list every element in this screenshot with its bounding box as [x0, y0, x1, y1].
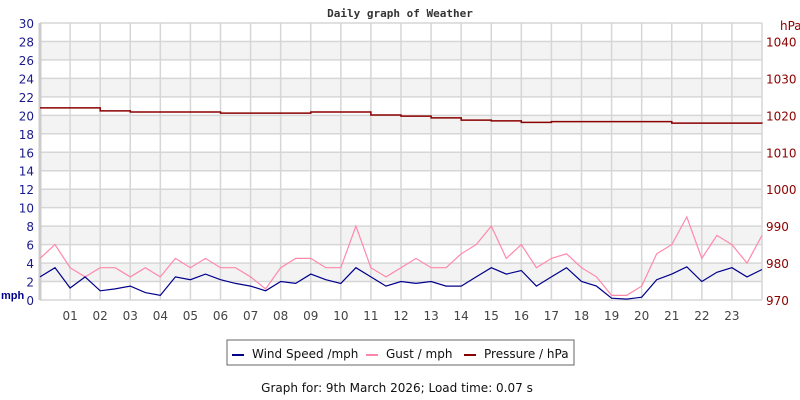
x-tick-label: 10 — [333, 309, 348, 323]
right-tick-label: 990 — [766, 220, 789, 234]
x-tick-label: 21 — [664, 309, 679, 323]
legend-pressure: Pressure / hPa — [484, 347, 569, 361]
left-tick-label: 8 — [26, 220, 34, 234]
legend: Wind Speed /mph Gust / mph Pressure / hP… — [226, 339, 575, 366]
right-tick-label: 1020 — [766, 109, 797, 123]
x-tick-label: 01 — [62, 309, 77, 323]
footer-text: Graph for: 9th March 2026; Load time: 0.… — [261, 381, 533, 395]
left-tick-label: 28 — [19, 35, 34, 49]
left-tick-label: 14 — [19, 165, 34, 179]
x-tick-label: 12 — [393, 309, 408, 323]
right-tick-label: 970 — [766, 294, 789, 308]
chart-title: Daily graph of Weather — [327, 7, 473, 20]
right-tick-label: 1030 — [766, 72, 797, 86]
x-tick-label: 11 — [363, 309, 378, 323]
right-tick-label: 1040 — [766, 35, 797, 49]
left-tick-label: 4 — [26, 257, 34, 271]
wind-speed-line — [39, 266, 763, 300]
legend-box — [226, 339, 575, 366]
x-tick-label: 07 — [243, 309, 258, 323]
left-tick-label: 6 — [26, 239, 34, 253]
left-tick-label: 16 — [19, 146, 34, 160]
left-tick-label: 26 — [19, 54, 34, 68]
gridlines — [38, 22, 763, 301]
x-tick-label: 04 — [153, 309, 168, 323]
left-tick-label: 10 — [19, 202, 34, 216]
left-tick-label: 2 — [26, 276, 34, 290]
left-tick-label: 18 — [19, 128, 34, 142]
x-tick-label: 16 — [514, 309, 529, 323]
x-axis-ticks: 01 02 03 04 05 06 07 08 09 10 11 12 13 14 15 16 17 18 19 20… — [62, 309, 739, 323]
x-tick-label: 09 — [303, 309, 318, 323]
x-tick-label: 20 — [634, 309, 649, 323]
right-tick-label: 1000 — [766, 183, 797, 197]
x-tick-label: 06 — [213, 309, 228, 323]
x-tick-label: 14 — [454, 309, 469, 323]
x-tick-label: 03 — [123, 309, 138, 323]
left-tick-label: 0 — [26, 294, 34, 308]
x-tick-label: 22 — [694, 309, 709, 323]
x-tick-label: 02 — [93, 309, 108, 323]
x-tick-label: 05 — [183, 309, 198, 323]
right-tick-label: 1010 — [766, 146, 797, 160]
right-axis-label: hPa — [780, 19, 800, 33]
x-tick-label: 15 — [484, 309, 499, 323]
left-tick-label: 24 — [19, 72, 34, 86]
series-lines — [39, 107, 763, 300]
left-tick-label: 30 — [19, 17, 34, 31]
left-tick-label: 20 — [19, 109, 34, 123]
x-tick-label: 13 — [423, 309, 438, 323]
right-tick-label: 980 — [766, 257, 789, 271]
x-tick-label: 23 — [724, 309, 739, 323]
left-axis-label: mph — [1, 290, 25, 302]
left-tick-label: 22 — [19, 91, 34, 105]
legend-wind: Wind Speed /mph — [252, 347, 358, 361]
legend-gust: Gust / mph — [386, 347, 452, 361]
x-tick-label: 18 — [574, 309, 589, 323]
x-tick-label: 17 — [544, 309, 559, 323]
x-tick-label: 08 — [273, 309, 288, 323]
x-tick-label: 19 — [604, 309, 619, 323]
pressure-line — [40, 107, 763, 124]
left-tick-label: 12 — [19, 183, 34, 197]
right-axis-ticks: 970 980 990 1000 1010 1020 1030 1040 — [766, 35, 797, 308]
gust-line — [39, 215, 763, 296]
